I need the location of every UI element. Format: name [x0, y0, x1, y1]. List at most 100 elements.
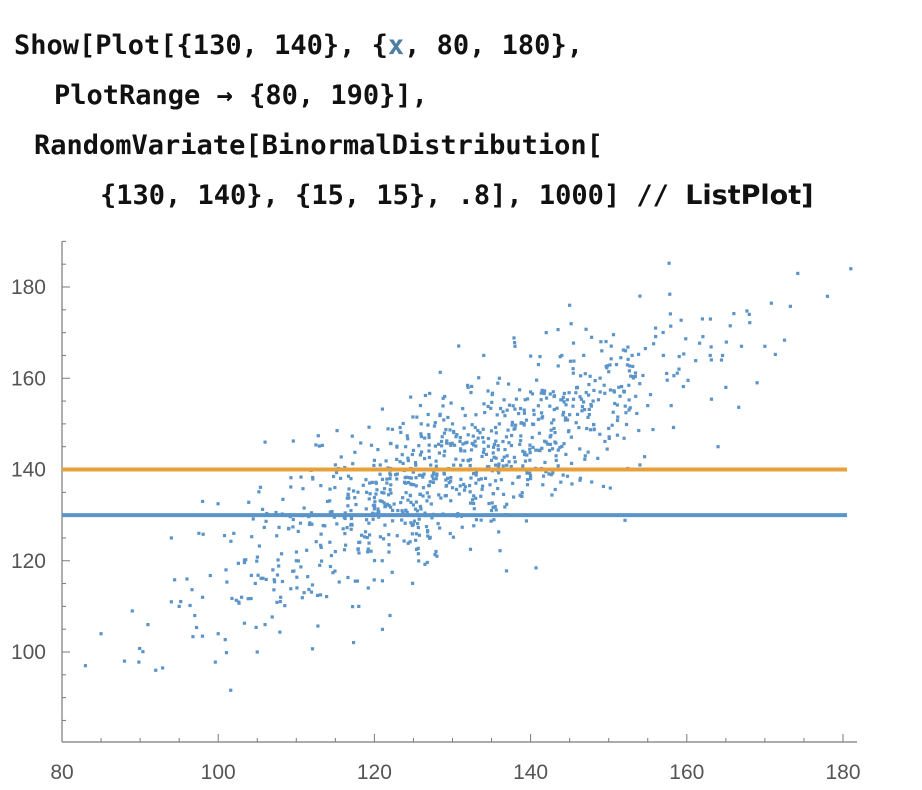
scatter-point [421, 475, 425, 479]
scatter-point [438, 526, 442, 530]
scatter-point [433, 553, 437, 557]
scatter-point [229, 539, 233, 543]
scatter-point [482, 440, 486, 444]
scatter-point [521, 464, 525, 468]
scatter-point [509, 464, 513, 469]
scatter-point [373, 500, 377, 504]
scatter-point [319, 559, 324, 563]
scatter-point [429, 463, 433, 467]
scatter-point [270, 615, 274, 619]
scatter-point [230, 596, 234, 601]
scatter-point [513, 407, 517, 411]
scatter-point [400, 518, 404, 522]
scatter-point [529, 354, 533, 358]
scatter-point [460, 525, 464, 529]
scatter-point [332, 515, 336, 519]
scatter-point [564, 403, 568, 407]
scatter-point [345, 496, 349, 500]
scatter-point [480, 487, 484, 491]
scatter-point [216, 502, 220, 506]
scatter-point [169, 536, 173, 540]
scatter-point [395, 457, 399, 461]
scatter-point [608, 486, 612, 490]
scatter-point [400, 453, 404, 457]
scatter-point [434, 477, 438, 481]
scatter-point [562, 391, 566, 396]
scatter-point [499, 478, 503, 482]
scatter-point [522, 408, 526, 412]
scatter-point [404, 445, 408, 449]
scatter-point [385, 481, 389, 485]
scatter-point [686, 378, 690, 382]
scatter-point [505, 454, 509, 458]
scatter-point [681, 384, 685, 389]
scatter-point [472, 507, 476, 511]
scatter-point [377, 515, 381, 519]
scatter-point [458, 435, 462, 440]
scatter-point [570, 482, 574, 486]
scatter-point [522, 411, 527, 415]
scatter-point [316, 434, 320, 438]
scatter-point [633, 371, 638, 375]
scatter-point [376, 447, 380, 452]
scatter-point [403, 476, 407, 480]
scatter-point [450, 441, 454, 445]
scatter-point [579, 397, 584, 401]
scatter-point [561, 413, 565, 417]
scatter-point [234, 598, 238, 602]
scatter-point [552, 394, 557, 398]
scatter-point [425, 499, 429, 503]
scatter-point [372, 507, 376, 511]
scatter-point [410, 581, 415, 585]
scatter-point [339, 455, 343, 459]
scatter-point [349, 527, 353, 531]
scatter-point [638, 294, 642, 298]
scatter-point [364, 490, 369, 494]
scatter-point [177, 604, 181, 608]
scatter-point [571, 341, 576, 345]
x-tick-label: 160 [669, 761, 704, 784]
scatter-point [415, 415, 419, 419]
scatter-point [420, 450, 424, 454]
scatter-point [352, 489, 356, 493]
scatter-point [411, 470, 415, 474]
scatter-point [521, 449, 525, 453]
scatter-point [428, 480, 432, 484]
scatter-point [653, 326, 658, 330]
scatter-point [305, 548, 309, 552]
scatter-point [499, 406, 503, 411]
scatter-point [495, 413, 499, 417]
scatter-point [575, 412, 580, 416]
scatter-point [494, 456, 498, 460]
scatter-point [240, 595, 244, 599]
scatter-point [466, 383, 470, 387]
scatter-point [490, 391, 495, 395]
scatter-point [346, 474, 351, 478]
scatter-point [585, 426, 589, 431]
scatter-point [294, 550, 299, 554]
scatter-point [556, 364, 560, 368]
scatter-point [427, 443, 431, 447]
scatter-point [154, 668, 158, 672]
scatter-point [539, 398, 543, 402]
scatter-point [482, 353, 486, 358]
scatter-point [536, 404, 540, 408]
scatter-point [561, 473, 565, 477]
scatter-point [411, 503, 416, 507]
y-tick-label: 160 [11, 367, 46, 390]
scatter-point [652, 342, 656, 346]
scatter-point [449, 499, 453, 503]
scatter-point [612, 390, 616, 394]
scatter-point [333, 485, 337, 490]
scatter-point [414, 463, 418, 467]
scatter-point [449, 401, 453, 405]
scatter-point [582, 400, 586, 404]
scatter-point [849, 267, 853, 271]
scatter-point [275, 600, 279, 604]
scatter-point [549, 428, 553, 432]
scatter-point [255, 559, 259, 563]
scatter-point [197, 531, 201, 535]
scatter-point [264, 577, 268, 582]
scatter-point [763, 344, 767, 348]
